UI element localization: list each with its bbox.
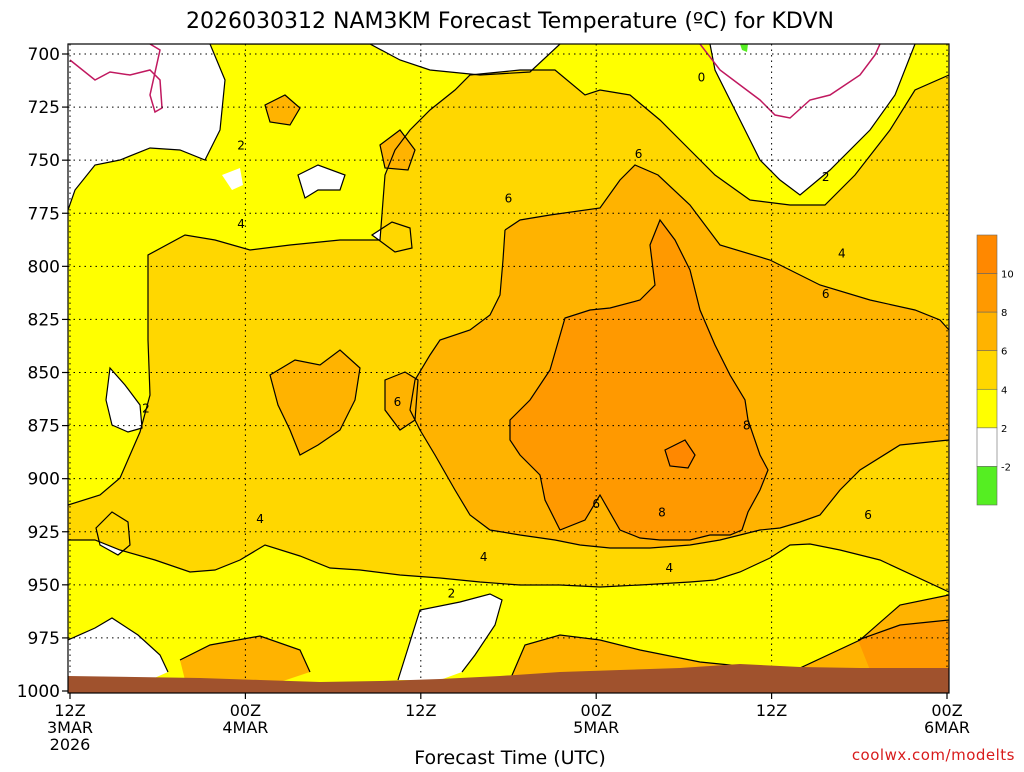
- contour-label: 4: [237, 217, 245, 231]
- legend-swatch: [976, 427, 998, 467]
- y-tick-label: 800: [28, 257, 60, 277]
- contour-fill-6-8: [265, 95, 300, 125]
- contour-label: 6: [394, 395, 402, 409]
- contour-fill-0-2: [68, 618, 168, 680]
- y-tick-label: 725: [28, 98, 60, 118]
- contour-fill-8-10: [510, 220, 768, 540]
- chart-title: 2026030312 NAM3KM Forecast Temperature (…: [186, 9, 834, 34]
- y-tick-label: 875: [28, 417, 60, 437]
- contour-label: 4: [480, 550, 488, 564]
- contour-labels: 0 2 2 2 2 4 4 4 4 4 6 6 6 6 6 6 8 8: [142, 70, 872, 600]
- legend-swatch: [976, 273, 998, 313]
- contour-fill-6-8: [380, 130, 415, 170]
- contour-label: 6: [822, 287, 830, 301]
- contour-fill-10-plus: [665, 440, 695, 468]
- y-tick-label: 975: [28, 629, 60, 649]
- legend-swatch: [976, 466, 998, 506]
- credit-text: coolwx.com/modelts: [852, 746, 1015, 764]
- contour-label: 2: [237, 138, 245, 152]
- contour-label: 8: [743, 419, 751, 433]
- contour-lines: [68, 44, 949, 681]
- contour-fill-0-2: [710, 44, 915, 195]
- y-tick-label: 950: [28, 576, 60, 596]
- x-tick-label: 00Z 5MAR: [573, 701, 619, 737]
- x-tick-label: 12Z 3MAR 2026: [47, 701, 93, 754]
- legend-label: 10: [1001, 270, 1014, 281]
- contour-fill-6-8: [510, 595, 949, 680]
- x-axis: 12Z 3MAR 2026 00Z 4MAR 12Z 00Z 5MAR 12Z 00Z 6MAR: [47, 693, 970, 754]
- plot-frame: [67, 43, 950, 694]
- contour-fill-6-8: [270, 350, 360, 455]
- legend-swatch: [976, 234, 998, 274]
- legend-swatch: [976, 311, 998, 352]
- contour-label: 0: [698, 70, 706, 84]
- legend-label: 2: [1001, 424, 1007, 435]
- y-tick-label: 900: [28, 470, 60, 490]
- zero-contour-lines: [69, 44, 881, 119]
- contour-fill-0-2: [68, 44, 225, 210]
- contour-fill-0-2: [230, 44, 560, 75]
- ground-surface: [68, 664, 949, 693]
- contour-fill-0-2: [398, 594, 502, 680]
- legend-label: 4: [1001, 385, 1007, 396]
- contour-label: 6: [635, 147, 643, 161]
- contour-fill-0-2: [222, 168, 243, 190]
- legend-label: 6: [1001, 347, 1007, 358]
- y-tick-label: 925: [28, 523, 60, 543]
- contour-fill-6-8: [385, 372, 418, 430]
- grid: [68, 44, 949, 693]
- plot-area: 0 2 2 2 2 4 4 4 4 4 6 6 6 6 6 6 8 8: [68, 44, 949, 693]
- contour-fill-0-2: [106, 368, 142, 432]
- contour-label: 2: [822, 170, 830, 184]
- contour-label: 6: [864, 508, 872, 522]
- x-tick-label: 00Z 4MAR: [222, 701, 268, 737]
- contour-label: 2: [448, 586, 456, 600]
- contour-label: 4: [665, 561, 673, 575]
- x-tick-label: 00Z 6MAR: [924, 701, 970, 737]
- y-tick-label: 750: [28, 151, 60, 171]
- contour-label: 6: [505, 191, 513, 205]
- x-axis-label: Forecast Time (UTC): [414, 747, 605, 768]
- legend-swatch: [976, 388, 998, 429]
- contour-label: 2: [142, 402, 150, 416]
- x-tick-label: 12Z: [405, 701, 436, 720]
- y-tick-label: 825: [28, 310, 60, 330]
- contour-label: 4: [256, 512, 264, 526]
- legend: 10 8 6 4 2 -2: [976, 234, 1014, 506]
- contour-label: 8: [658, 506, 666, 520]
- y-tick-label: 850: [28, 364, 60, 384]
- y-axis: 700 725 750 775 800 825 850 875 900 925 950 975 1000: [17, 45, 68, 702]
- legend-label: -2: [1001, 462, 1011, 473]
- y-tick-label: 1000: [17, 682, 60, 702]
- contour-label: 4: [838, 247, 846, 261]
- contour-fill-below-minus2: [740, 44, 748, 52]
- legend-label: 8: [1001, 308, 1007, 319]
- contour-fill-6-8: [180, 636, 310, 682]
- x-tick-label: 12Z: [756, 701, 787, 720]
- legend-swatch: [976, 350, 998, 390]
- contour-label: 6: [592, 497, 600, 511]
- y-tick-label: 700: [28, 45, 60, 65]
- y-tick-label: 775: [28, 204, 60, 224]
